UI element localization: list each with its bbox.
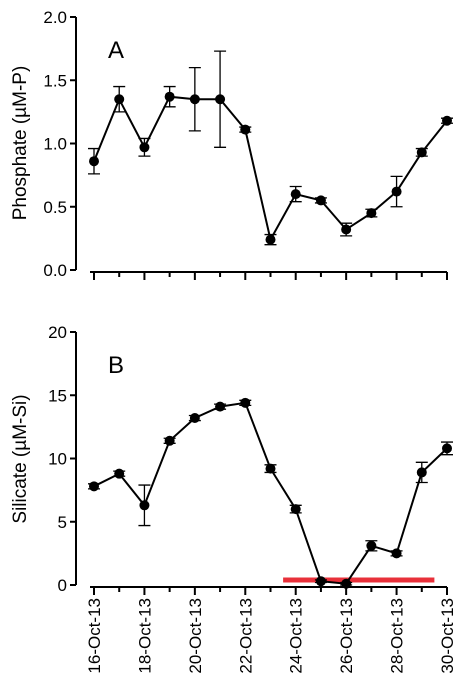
data-point: [240, 397, 251, 408]
panel-a-y-axis-title: Phosphate (µM-P): [10, 66, 31, 221]
data-point: [265, 463, 276, 474]
data-point: [215, 94, 226, 105]
data-point: [290, 189, 301, 200]
data-point: [442, 443, 452, 454]
data-point: [89, 481, 99, 492]
y-tick-label: 1.0: [43, 135, 67, 154]
data-point: [416, 147, 427, 158]
y-tick-label: 20: [48, 323, 67, 342]
x-tick-label: 30-Oct-13: [438, 598, 457, 674]
y-tick-label: 0.5: [43, 198, 67, 217]
panel-a-phosphate: A Phosphate (µM-P) 0.0 0.5 1.0 1.5 2.0: [10, 8, 453, 280]
panel-a-letter: A: [108, 37, 124, 64]
panel-a-y-ticks: 0.0 0.5 1.0 1.5 2.0: [43, 8, 76, 280]
y-tick-label: 0.0: [43, 261, 67, 280]
data-point: [215, 401, 226, 412]
x-axis-tick-labels: 16-Oct-13 18-Oct-13 20-Oct-13 22-Oct-13 24-O…: [85, 598, 457, 674]
panel-a-x-ticks: [93, 272, 448, 280]
data-point: [341, 224, 352, 235]
data-point: [366, 540, 377, 551]
y-tick-label: 10: [48, 450, 67, 469]
data-point: [139, 142, 150, 153]
data-point: [341, 578, 352, 589]
panel-b-points: [89, 397, 452, 589]
data-point: [240, 124, 251, 135]
data-point: [315, 576, 326, 587]
x-tick-label: 18-Oct-13: [135, 598, 154, 674]
y-tick-label: 0: [58, 576, 67, 595]
panel-b-letter: B: [108, 352, 124, 379]
data-point: [189, 94, 200, 105]
data-point: [189, 413, 200, 424]
x-tick-label: 26-Oct-13: [337, 598, 356, 674]
x-tick-label: 16-Oct-13: [85, 598, 104, 674]
data-point: [416, 467, 427, 478]
panel-a-series-line: [93, 95, 448, 243]
data-point: [164, 91, 175, 102]
panel-b-axes: [75, 332, 447, 588]
x-tick-label: 22-Oct-13: [236, 598, 255, 674]
data-point: [315, 195, 326, 206]
y-tick-label: 15: [48, 386, 67, 405]
y-tick-label: 1.5: [43, 71, 67, 90]
x-tick-label: 28-Oct-13: [388, 598, 407, 674]
panel-a-axes: [75, 17, 447, 273]
y-tick-label: 5: [58, 513, 67, 532]
data-point: [114, 94, 125, 105]
data-point: [89, 156, 99, 167]
panel-b-silicate: B Silicate (µM-Si) 0 5 10 15 20: [10, 323, 453, 595]
data-point: [366, 208, 377, 219]
data-point: [442, 115, 452, 126]
data-point: [391, 548, 402, 559]
panel-b-y-axis-title: Silicate (µM-Si): [10, 394, 31, 523]
data-point: [139, 500, 150, 511]
panel-b-y-ticks: 0 5 10 15 20: [48, 323, 76, 595]
data-point: [265, 234, 276, 245]
data-point: [114, 468, 125, 479]
data-point: [391, 186, 402, 197]
panel-b-x-ticks: [93, 587, 448, 595]
data-point: [290, 504, 301, 515]
x-tick-label: 24-Oct-13: [287, 598, 306, 674]
data-point: [164, 435, 175, 446]
y-tick-label: 2.0: [43, 8, 67, 27]
panel-a-points: [89, 91, 452, 245]
x-tick-label: 20-Oct-13: [186, 598, 205, 674]
